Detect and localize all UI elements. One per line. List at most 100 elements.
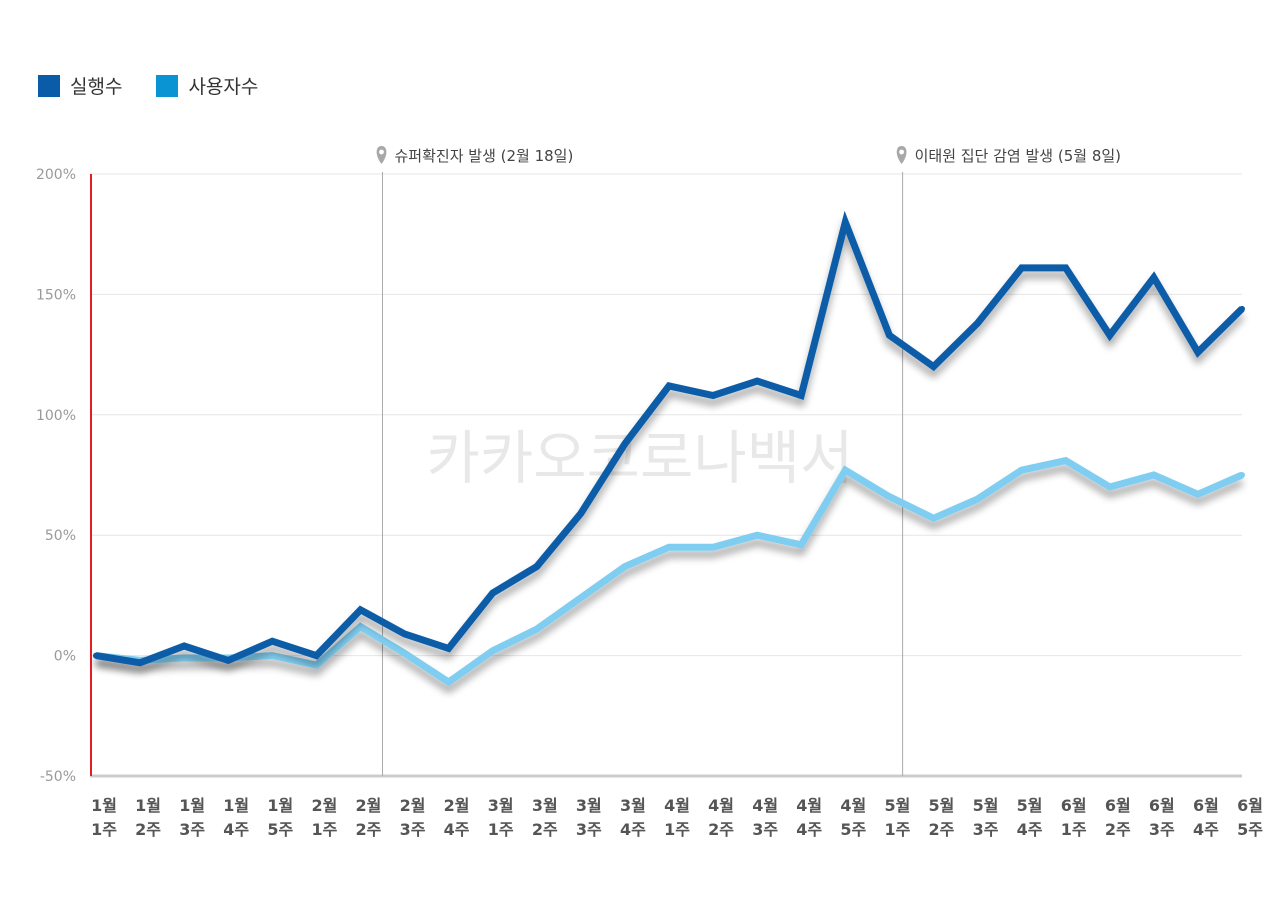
x-tick-label-15: 4월 3주	[752, 796, 778, 839]
annotations: 슈퍼확진자 발생 (2월 18일) 이태원 집단 감염 발생 (5월 8일)	[376, 146, 1121, 776]
series-0-point-24	[1150, 274, 1157, 281]
series-0-point-20	[974, 320, 981, 327]
x-tick-label-25: 6월 4주	[1193, 796, 1219, 839]
annotation-label-1: 이태원 집단 감염 발생 (5월 8일)	[915, 147, 1121, 165]
x-tick-label-18: 5월 1주	[884, 796, 910, 839]
x-tick-label-8: 2월 4주	[444, 796, 470, 839]
watermark: 카카오코로나백서	[427, 424, 854, 492]
series-0-point-16	[798, 392, 805, 399]
x-tick-label-16: 4월 4주	[796, 796, 822, 839]
series-1-point-9	[489, 647, 496, 654]
location-pin-icon	[376, 146, 387, 164]
x-tick-label-26: 6월 5주	[1237, 796, 1263, 839]
series-1-point-24	[1150, 472, 1157, 478]
y-tick-label-4: 0%	[54, 649, 76, 665]
series-line-1	[95, 456, 1244, 687]
series-0-point-22	[1062, 264, 1069, 271]
x-tick-label-19: 5월 2주	[929, 796, 955, 839]
series-0-point-14	[710, 392, 717, 399]
series-1-point-13	[666, 544, 672, 551]
legend-swatch-executions	[38, 74, 60, 97]
y-tick-label-1: 150%	[36, 287, 76, 303]
x-tick-label-17: 4월 5주	[840, 796, 866, 839]
series-0-point-18	[886, 332, 893, 339]
series-0-point-23	[1106, 332, 1113, 339]
x-tick-label-2: 1월 3주	[179, 796, 205, 839]
series-0-point-1	[137, 659, 144, 666]
x-tick-label-13: 4월 1주	[664, 796, 690, 839]
x-tick-label-6: 2월 2주	[356, 796, 382, 839]
x-tick-label-0: 1월 1주	[91, 796, 117, 839]
series-0-point-0	[93, 652, 99, 659]
location-pin-icon	[896, 146, 907, 164]
y-tick-label-5: -50%	[40, 769, 76, 785]
x-tick-label-20: 5월 3주	[973, 796, 999, 839]
x-tick-label-4: 1월 5주	[267, 796, 293, 839]
legend-label-executions: 실행수	[70, 76, 123, 98]
y-tick-label-3: 50%	[45, 528, 76, 544]
series-1-point-7	[401, 650, 408, 657]
series-1-point-6	[357, 623, 364, 630]
series-1-point-15	[754, 532, 761, 539]
series-0-point-3	[225, 657, 232, 664]
series-1-point-10	[533, 626, 540, 633]
series-0-point-8	[445, 645, 452, 652]
y-tick-label-2: 100%	[36, 408, 76, 424]
series-1-point-25	[1194, 491, 1201, 498]
series-1-point-26	[1239, 472, 1245, 478]
series-0-point-7	[401, 630, 408, 637]
series-1-point-2	[181, 655, 188, 662]
x-axis: 1월 1주 1월 2주 1월 3주 1월 4주 1월 5주 2월 1주 2월 2주 2월 3주 2월 4주 3월 1주…	[91, 796, 1263, 839]
series-layer	[93, 210, 1245, 687]
series-1-point-20	[974, 496, 981, 503]
series-0-point-9	[489, 589, 496, 596]
x-tick-label-24: 6월 3주	[1149, 796, 1175, 839]
x-tick-label-10: 3월 2주	[532, 796, 558, 839]
x-tick-label-1: 1월 2주	[135, 796, 161, 839]
series-0-point-15	[754, 378, 761, 385]
x-tick-label-9: 3월 1주	[488, 796, 514, 839]
series-1-point-8	[445, 679, 452, 686]
series-0-point-6	[357, 606, 364, 613]
series-1-point-23	[1106, 484, 1113, 491]
x-tick-label-3: 1월 4주	[223, 796, 249, 839]
y-tick-label-0: 200%	[36, 167, 76, 183]
x-tick-label-22: 6월 1주	[1061, 796, 1087, 839]
grid	[90, 173, 1242, 778]
legend: 실행수 사용자수	[38, 72, 292, 99]
series-0-point-4	[269, 638, 276, 645]
series-0-point-17	[842, 219, 849, 226]
series-1-point-21	[1018, 467, 1025, 474]
series-0-point-11	[577, 510, 584, 517]
legend-swatch-users	[156, 74, 179, 97]
x-tick-label-12: 3월 4주	[620, 796, 646, 839]
series-0-point-13	[666, 382, 672, 389]
series-1-point-4	[269, 652, 276, 659]
series-1-point-19	[930, 515, 937, 522]
legend-item-executions[interactable]: 실행수	[38, 72, 122, 99]
series-1-point-12	[621, 563, 628, 570]
series-1-point-11	[577, 594, 584, 601]
x-tick-label-7: 2월 3주	[400, 796, 426, 839]
x-tick-label-21: 5월 4주	[1017, 796, 1043, 839]
x-tick-label-5: 2월 1주	[311, 796, 337, 839]
series-0-point-19	[930, 363, 937, 370]
series-1-point-22	[1062, 457, 1069, 464]
y-axis: 200% 150% 100% 50% 0% -50%	[36, 167, 76, 785]
series-0-point-5	[313, 652, 320, 659]
x-tick-label-11: 3월 3주	[576, 796, 602, 839]
legend-item-users[interactable]: 사용자수	[156, 72, 258, 99]
legend-label-users: 사용자수	[188, 76, 259, 98]
series-0-point-12	[621, 440, 628, 447]
series-0-point-2	[181, 642, 188, 649]
series-0-point-26	[1239, 305, 1245, 312]
series-0-point-10	[533, 563, 540, 570]
annotation-label-0: 슈퍼확진자 발생 (2월 18일)	[395, 147, 574, 165]
series-0-point-21	[1018, 264, 1025, 271]
series-1-point-18	[886, 493, 893, 500]
x-tick-label-23: 6월 2주	[1105, 796, 1131, 839]
series-1-point-5	[313, 662, 320, 669]
series-1-point-16	[798, 541, 805, 548]
x-tick-label-14: 4월 2주	[708, 796, 734, 839]
series-1-point-17	[842, 467, 849, 474]
